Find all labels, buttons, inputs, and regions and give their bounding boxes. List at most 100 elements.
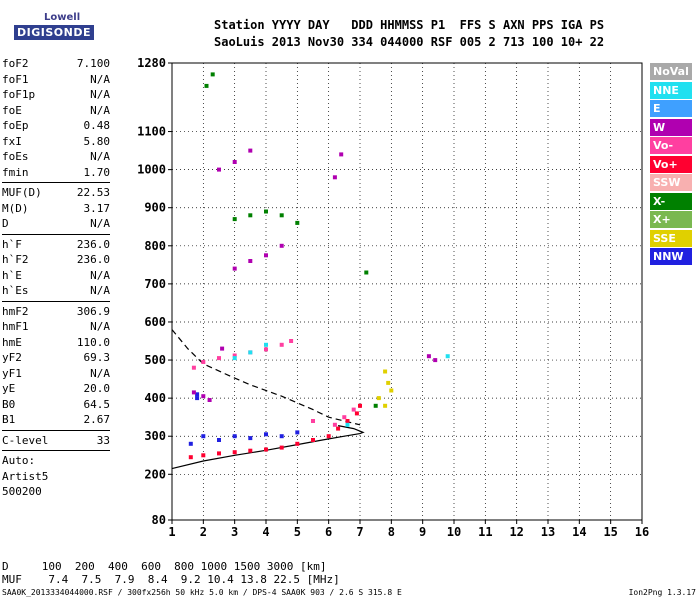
echo-point-vo- <box>295 441 300 446</box>
echo-point-vo- <box>336 426 341 431</box>
param-value: N/A <box>90 320 110 333</box>
echo-point-vo- <box>342 415 347 420</box>
x-tick-label: 11 <box>478 525 492 539</box>
param-value: 110.0 <box>76 335 110 349</box>
parameter-panel: foF2 7.100 foF1 N/A foF1p N/A foE N/A foEp 0.48 fx… <box>2 56 110 500</box>
x-tick-label: 1 <box>168 525 175 539</box>
y-tick-label: 1280 <box>137 56 166 70</box>
param-text: Artist5 <box>2 469 49 483</box>
footer-file-info: SAA0K_2013334044000.RSF / 300fx256h 50 k… <box>2 588 402 597</box>
param-value: N/A <box>90 268 110 282</box>
param-separator <box>2 300 110 302</box>
echo-point-nnw <box>201 434 206 439</box>
echo-point-nnw <box>195 396 200 401</box>
echo-point-nne <box>232 356 237 361</box>
echo-point-nnw <box>188 441 193 446</box>
param-separator <box>2 429 110 431</box>
y-tick-label: 500 <box>144 353 166 367</box>
x-tick-label: 13 <box>541 525 555 539</box>
param-row: foE N/A <box>2 103 110 119</box>
legend-item-nnw: NNW <box>650 248 692 265</box>
param-row: MUF(D) 22.53 <box>2 185 110 201</box>
param-value: 33 <box>96 433 110 447</box>
echo-point-vo- <box>217 356 221 361</box>
param-name: C-level <box>2 433 49 447</box>
echo-point-x- <box>210 72 215 77</box>
model-trace <box>171 329 361 426</box>
echo-point-vo- <box>232 450 237 455</box>
digisonde-logo: Lowell DIGISONDE <box>4 8 104 42</box>
x-tick-label: 8 <box>388 525 395 539</box>
y-tick-label: 400 <box>144 391 166 405</box>
param-name: fmin <box>2 165 29 179</box>
param-row: fmin 1.70 <box>2 165 110 181</box>
echo-point-x- <box>204 83 209 88</box>
param-name: foF1p <box>2 88 36 101</box>
param-name: hmE <box>2 335 22 349</box>
true-height-profile <box>171 425 365 470</box>
y-tick-label: 80 <box>152 513 166 527</box>
param-name: foE <box>2 103 22 117</box>
echo-point-nnw <box>264 432 268 437</box>
echo-point-x- <box>264 209 268 214</box>
echo-point-vo- <box>264 447 268 452</box>
param-name: h`F <box>2 237 22 251</box>
param-name: fxI <box>2 134 22 148</box>
echo-point-w <box>248 259 253 263</box>
param-name: MUF(D) <box>2 186 42 199</box>
echo-point-w <box>433 358 438 363</box>
param-value: 69.3 <box>83 351 111 364</box>
param-text: 500200 <box>2 485 42 498</box>
param-row: hmE 110.0 <box>2 335 110 351</box>
muf-table: D 100 200 400 600 800 1000 1500 3000 [km… <box>2 560 340 586</box>
echo-point-vo- <box>311 438 315 442</box>
echo-point-vo- <box>201 453 206 458</box>
param-name: D <box>2 217 9 230</box>
param-value: N/A <box>90 150 110 163</box>
echo-point-vo- <box>279 445 284 450</box>
param-value: 3.17 <box>83 201 111 215</box>
echo-point-x- <box>248 213 253 218</box>
echo-point-vo- <box>354 411 359 416</box>
plot-frame <box>171 62 643 521</box>
echo-point-w <box>279 243 284 248</box>
param-value: N/A <box>90 103 110 117</box>
x-tick-label: 16 <box>635 525 649 539</box>
echo-point-x- <box>279 213 284 218</box>
param-row: yE 20.0 <box>2 381 110 397</box>
param-name: yF2 <box>2 351 22 364</box>
logo-line-2: DIGISONDE <box>14 25 94 40</box>
polarization-legend: NoVal NNE E W Vo- Vo+ SSW X- X+ SSE NNW <box>650 63 692 267</box>
legend-item-noval: NoVal <box>650 63 692 80</box>
param-row: C-level 33 <box>2 433 110 449</box>
echo-point-w <box>264 253 268 258</box>
param-row: yF2 69.3 <box>2 350 110 366</box>
header-line-1: Station YYYY DAY DDD HHMMSS P1 FFS S AXN… <box>214 18 605 32</box>
y-tick-label: 200 <box>144 467 166 481</box>
param-row: hmF2 306.9 <box>2 304 110 320</box>
param-text: Auto: <box>2 454 36 467</box>
echo-point-nne <box>345 422 350 427</box>
x-tick-label: 5 <box>294 525 301 539</box>
param-value: N/A <box>90 217 110 230</box>
param-row: h`E N/A <box>2 268 110 284</box>
x-tick-label: 2 <box>200 525 207 539</box>
y-tick-label: 900 <box>144 201 166 215</box>
echo-point-vo- <box>201 360 206 364</box>
echo-point-vo- <box>332 422 337 427</box>
param-name: h`F2 <box>2 253 29 266</box>
param-value: N/A <box>90 284 110 297</box>
param-value: N/A <box>90 366 110 380</box>
echo-point-sse <box>389 388 394 393</box>
echo-point-vo- <box>351 407 356 412</box>
echo-point-w <box>191 390 196 395</box>
echo-point-vo- <box>191 365 196 370</box>
echo-point-vo- <box>311 419 315 423</box>
legend-item-vo-: Vo- <box>650 137 692 154</box>
param-row: M(D) 3.17 <box>2 201 110 217</box>
param-row: h`Es N/A <box>2 283 110 299</box>
param-name: B0 <box>2 397 16 411</box>
echo-point-x- <box>295 220 300 225</box>
legend-item-w: W <box>650 118 692 136</box>
